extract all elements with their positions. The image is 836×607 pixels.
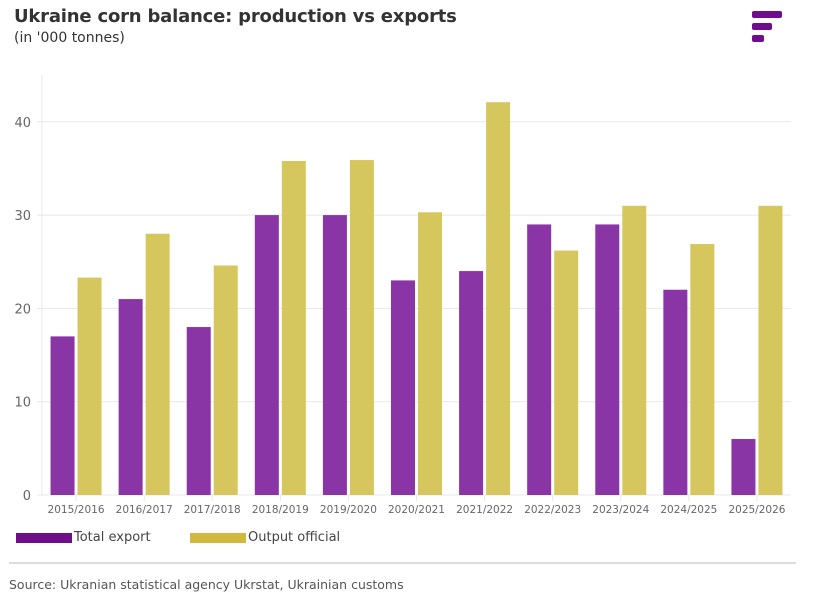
bar-total-export-2016-2017: Total export 2016/2017: 21 [118, 299, 143, 495]
x-tick-label: 2017/2018 [184, 504, 241, 516]
y-tick-label: 20 [14, 302, 31, 317]
bar-output-official-2018-2019: Output official 2018/2019: 35.8 [281, 160, 306, 495]
bar-total-export-2015-2016: Total export 2015/2016: 17 [50, 336, 75, 495]
logo-bar-top [752, 11, 782, 18]
logo-bar-bottom [752, 35, 764, 42]
legend-item-output-official[interactable]: Output official [190, 530, 340, 545]
y-tick-label: 10 [14, 396, 31, 411]
bar-output-official-2021-2022: Output official 2021/2022: 42.1 [486, 102, 511, 495]
y-tick-label: 0 [23, 489, 31, 504]
bar-total-export-2017-2018: Total export 2017/2018: 18 [186, 327, 211, 495]
chart-subtitle: (in '000 tonnes) [14, 30, 125, 46]
x-tick-label: 2016/2017 [116, 504, 173, 516]
bar-output-official-2022-2023: Output official 2022/2023: 26.2 [554, 250, 579, 495]
bar-output-official-2020-2021: Output official 2020/2021: 30.3 [418, 212, 442, 495]
bar-output-official-2025-2026: Output official 2025/2026: 31 [758, 205, 783, 495]
bar-total-export-2021-2022: Total export 2021/2022: 24 [459, 271, 484, 495]
legend-label-total-export: Total export [74, 530, 151, 545]
bar-output-official-2016-2017: Output official 2016/2017: 28 [145, 233, 170, 495]
bar-total-export-2018-2019: Total export 2018/2019: 30 [254, 215, 279, 495]
brand-logo-icon [752, 11, 782, 45]
legend-item-total-export[interactable]: Total export [16, 530, 151, 545]
bar-total-export-2025-2026: Total export 2025/2026: 6 [731, 439, 756, 495]
y-axis: 0 10 20 30 40 [14, 116, 31, 504]
legend-swatch-output-official [190, 532, 246, 543]
y-tick-label: 30 [14, 209, 31, 224]
legend-swatch-total-export [16, 532, 72, 543]
x-tick-label: 2021/2022 [456, 504, 513, 516]
bar-total-export-2024-2025: Total export 2024/2025: 22 [663, 289, 688, 495]
x-tick-label: 2025/2026 [728, 504, 785, 516]
bar-output-official-2017-2018: Output official 2017/2018: 24.6 [213, 265, 238, 495]
bar-output-official-2024-2025: Output official 2024/2025: 26.9 [690, 244, 715, 495]
source-note: Source: Ukranian statistical agency Ukrs… [9, 577, 404, 592]
bar-output-official-2023-2024: Output official 2023/2024: 31 [622, 205, 647, 495]
x-axis: 2015/2016 2016/2017 2017/2018 2018/2019 2019… [48, 495, 786, 516]
x-tick-label: 2020/2021 [388, 504, 445, 516]
chart-title: Ukraine corn balance: production vs expo… [14, 6, 457, 27]
x-tick-label: 2024/2025 [660, 504, 717, 516]
bar-total-export-2020-2021: Total export 2020/2021: 23 [391, 280, 415, 495]
bar-total-export-2022-2023: Total export 2022/2023: 29 [527, 224, 552, 495]
x-tick-label: 2018/2019 [252, 504, 309, 516]
footer-divider [9, 562, 796, 564]
bar-total-export-2023-2024: Total export 2023/2024: 29 [595, 224, 620, 495]
x-tick-label: 2015/2016 [48, 504, 105, 516]
x-tick-label: 2022/2023 [524, 504, 581, 516]
logo-bar-middle [752, 23, 772, 30]
bar-total-export-2019-2020: Total export 2019/2020: 30 [322, 215, 347, 495]
x-tick-label: 2023/2024 [592, 504, 649, 516]
legend-label-output-official: Output official [248, 530, 341, 545]
x-tick-label: 2019/2020 [320, 504, 377, 516]
y-tick-label: 40 [14, 116, 31, 131]
bar-output-official-2015-2016: Output official 2015/2016: 23.3 [77, 277, 102, 495]
bars: Total export 2015/2016: 17Output officia… [50, 102, 783, 496]
bar-output-official-2019-2020: Output official 2019/2020: 35.9 [349, 160, 374, 496]
